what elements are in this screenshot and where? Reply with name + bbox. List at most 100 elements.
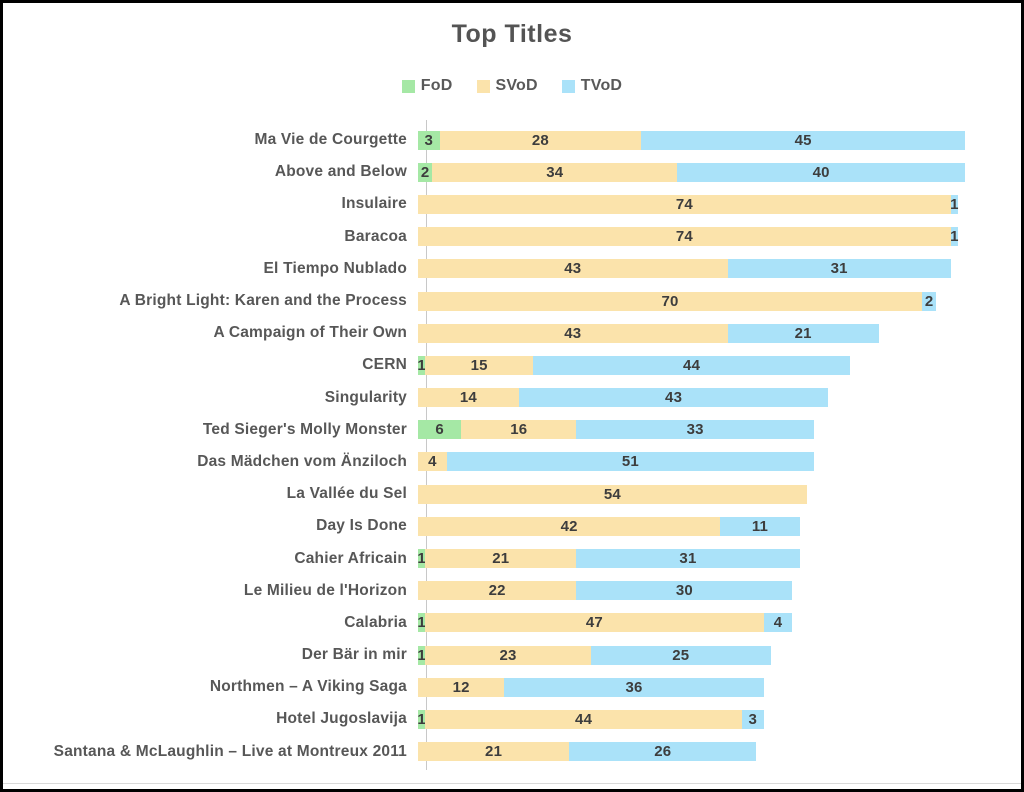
category-label: La Vallée du Sel <box>286 485 407 503</box>
chart-row: Hotel Jugoslavija 1 44 3 <box>3 703 1021 735</box>
bar-segment-fod: 1 <box>417 709 426 729</box>
bar-segment-svod: 14 <box>418 388 519 408</box>
bar-stack: 1 15 44 <box>417 355 850 375</box>
chart-row: A Campaign of Their Own 43 21 <box>3 317 1021 349</box>
category-label: Cahier Africain <box>294 549 407 567</box>
data-label: 1 <box>417 550 426 568</box>
bar-stack: 22 30 <box>418 581 793 601</box>
bar-stack: 43 21 <box>418 323 879 343</box>
bar-stack: 12 36 <box>418 677 764 697</box>
data-label: 14 <box>459 389 477 407</box>
chart-row: Northmen – A Viking Saga 12 36 <box>3 671 1021 703</box>
bar-segment-svod: 74 <box>418 227 951 247</box>
bar-segment-svod: 15 <box>425 355 534 375</box>
data-label: 31 <box>830 260 848 278</box>
data-label: 1 <box>417 614 426 632</box>
data-label: 3 <box>748 710 758 728</box>
bar-segment-tvod: 21 <box>727 323 879 343</box>
data-label: 21 <box>485 743 503 761</box>
chart-row: La Vallée du Sel 54 <box>3 478 1021 510</box>
data-label: 25 <box>672 646 690 664</box>
data-label: 4 <box>773 614 783 632</box>
data-label: 2 <box>924 292 934 310</box>
bar-segment-svod: 54 <box>418 484 807 504</box>
data-label: 22 <box>488 582 506 600</box>
legend-swatch-svod <box>476 79 490 93</box>
data-label: 12 <box>452 678 470 696</box>
bar-segment-svod: 34 <box>432 162 678 182</box>
legend-item-svod: SVoD <box>476 77 538 95</box>
bar-segment-tvod: 40 <box>677 162 966 182</box>
chart-row: Insulaire 74 1 <box>3 188 1021 220</box>
data-label: 1 <box>417 646 426 664</box>
bar-segment-tvod: 1 <box>950 227 959 247</box>
bar-segment-svod: 12 <box>418 677 505 697</box>
bar-segment-svod: 43 <box>418 323 728 343</box>
category-label: Calabria <box>344 613 407 631</box>
chart-row: Above and Below 2 34 40 <box>3 156 1021 188</box>
bar-stack: 3 28 45 <box>418 130 966 150</box>
data-label: 33 <box>686 421 704 439</box>
bar-stack: 70 2 <box>418 291 937 311</box>
bar-segment-svod: 28 <box>439 130 642 150</box>
bar-stack: 4 51 <box>418 452 814 472</box>
chart-row: Singularity 14 43 <box>3 382 1021 414</box>
bar-stack: 1 21 31 <box>417 549 800 569</box>
data-label: 34 <box>546 163 564 181</box>
data-label: 16 <box>510 421 528 439</box>
data-label: 43 <box>564 324 582 342</box>
data-label: 1 <box>950 195 959 213</box>
data-label: 30 <box>675 582 693 600</box>
chart-row: El Tiempo Nublado 43 31 <box>3 253 1021 285</box>
data-label: 70 <box>661 292 679 310</box>
data-label: 26 <box>654 743 672 761</box>
bar-segment-svod: 74 <box>418 194 951 214</box>
category-label: Der Bär in mir <box>301 646 407 664</box>
bar-segment-fod: 2 <box>418 162 433 182</box>
bar-stack: 54 <box>418 484 807 504</box>
bar-segment-svod: 16 <box>461 420 577 440</box>
bar-segment-tvod: 51 <box>446 452 814 472</box>
bar-stack: 43 31 <box>418 259 951 279</box>
bar-stack: 2 34 40 <box>418 162 966 182</box>
category-label: A Bright Light: Karen and the Process <box>119 292 407 310</box>
bar-segment-tvod: 25 <box>590 645 771 665</box>
category-label: Baracoa <box>344 227 407 245</box>
bar-segment-tvod: 33 <box>576 420 814 440</box>
bar-segment-tvod: 43 <box>518 388 829 408</box>
bar-segment-svod: 44 <box>425 709 742 729</box>
data-label: 1 <box>417 710 426 728</box>
bar-segment-tvod: 1 <box>950 194 959 214</box>
bar-segment-tvod: 36 <box>504 677 764 697</box>
chart-row: Cahier Africain 1 21 31 <box>3 542 1021 574</box>
category-label: Das Mädchen vom Änziloch <box>197 452 407 470</box>
legend-swatch-tvod <box>561 79 575 93</box>
data-label: 44 <box>683 356 701 374</box>
bar-segment-svod: 70 <box>418 291 922 311</box>
bar-segment-tvod: 31 <box>727 259 951 279</box>
category-label: Hotel Jugoslavija <box>276 710 407 728</box>
bar-segment-tvod: 11 <box>720 516 800 536</box>
data-label: 74 <box>675 195 693 213</box>
bar-segment-tvod: 3 <box>741 709 764 729</box>
bottom-divider <box>3 783 1021 784</box>
bar-segment-fod: 1 <box>417 355 426 375</box>
data-label: 54 <box>603 485 621 503</box>
bar-rows-container: Ma Vie de Courgette 3 28 45 Above and Below 2… <box>3 124 1021 768</box>
category-label: Northmen – A Viking Saga <box>209 678 407 696</box>
bar-stack: 14 43 <box>418 388 829 408</box>
data-label: 45 <box>794 131 812 149</box>
bar-stack: 74 1 <box>418 194 959 214</box>
data-label: 4 <box>428 453 437 471</box>
category-label: Above and Below <box>274 163 407 181</box>
bar-segment-tvod: 30 <box>576 581 793 601</box>
data-label: 42 <box>560 517 578 535</box>
bar-stack: 21 26 <box>418 742 757 762</box>
legend-item-tvod: TVoD <box>561 77 622 95</box>
bar-segment-fod: 6 <box>418 420 462 440</box>
chart-title: Top Titles <box>451 20 573 48</box>
data-label: 28 <box>531 131 549 149</box>
data-label: 1 <box>950 228 959 246</box>
